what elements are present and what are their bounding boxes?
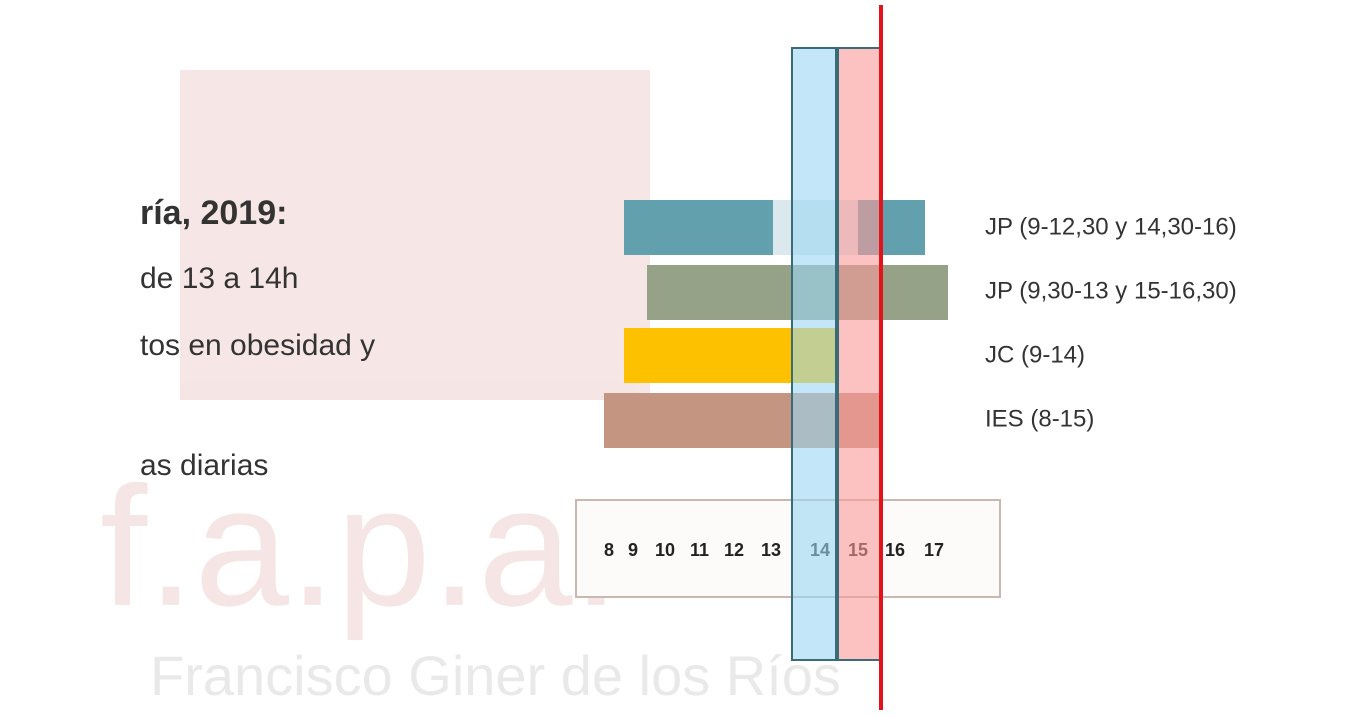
lunch-column <box>837 47 881 661</box>
watermark: f.a.p.a. Francisco Giner de los Ríos <box>100 70 841 707</box>
watermark-emblem <box>180 70 650 400</box>
hour-label: 13 <box>761 540 781 560</box>
watermark-name: Francisco Giner de los Ríos <box>150 644 841 707</box>
hour-label: 8 <box>604 540 614 560</box>
hour-label: 12 <box>724 540 744 560</box>
hour-axis-box <box>575 499 1001 598</box>
hour-label: 17 <box>924 540 944 560</box>
slide-line: as diarias <box>140 449 268 482</box>
row-label: JP (9,30-13 y 15-16,30) <box>985 277 1237 304</box>
slide-heading: ría, 2019: <box>140 194 287 232</box>
row-label: JC (9-14) <box>985 341 1085 368</box>
hour-label: 10 <box>655 540 675 560</box>
hour-label: 11 <box>690 540 709 560</box>
watermark-letters: f.a.p.a. <box>100 452 620 642</box>
row-label: JP (9-12,30 y 14,30-16) <box>985 213 1237 240</box>
hour-label: 16 <box>885 540 905 560</box>
lunch-column <box>791 47 837 661</box>
hour-axis: 891011121314151617 <box>604 540 944 560</box>
schedule-bar <box>624 200 773 255</box>
hour-label: 9 <box>628 540 638 560</box>
slide-line: de 13 a 14h <box>140 262 298 295</box>
slide-line: tos en obesidad y <box>140 329 375 362</box>
row-label: IES (8-15) <box>985 405 1094 432</box>
